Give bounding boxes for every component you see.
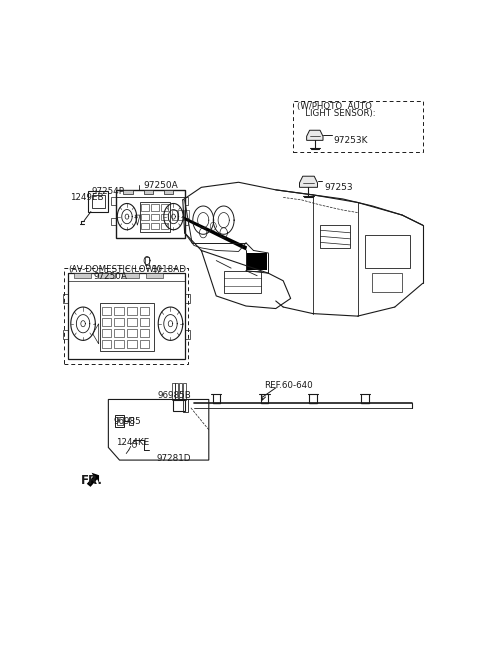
Bar bbox=[114, 340, 124, 348]
Text: 97250A: 97250A bbox=[144, 181, 179, 190]
Bar bbox=[117, 417, 123, 425]
Text: 97250A: 97250A bbox=[94, 272, 127, 281]
Bar bbox=[102, 307, 111, 315]
Text: LIGHT SENSOR):: LIGHT SENSOR): bbox=[297, 109, 376, 117]
Bar bbox=[144, 190, 153, 194]
Bar bbox=[114, 318, 124, 326]
Bar bbox=[142, 222, 149, 229]
Bar bbox=[68, 273, 185, 359]
Bar bbox=[151, 214, 158, 220]
Bar bbox=[172, 210, 177, 220]
Bar bbox=[63, 295, 68, 304]
Bar bbox=[68, 273, 185, 281]
Bar bbox=[92, 195, 105, 207]
Bar bbox=[127, 307, 137, 315]
Bar bbox=[184, 210, 189, 220]
Bar bbox=[140, 340, 149, 348]
Bar bbox=[185, 330, 190, 339]
Bar bbox=[185, 295, 190, 304]
Text: 1249EB: 1249EB bbox=[71, 194, 104, 203]
Bar bbox=[179, 383, 182, 400]
Bar bbox=[140, 307, 149, 315]
Text: 1018AD: 1018AD bbox=[151, 264, 186, 274]
Bar bbox=[145, 256, 149, 264]
Bar bbox=[127, 329, 137, 337]
Bar bbox=[365, 236, 409, 268]
Bar bbox=[88, 192, 108, 212]
Bar bbox=[151, 205, 158, 211]
Bar bbox=[102, 318, 111, 326]
Polygon shape bbox=[87, 473, 99, 487]
Text: (W/PHOTO  AUTO: (W/PHOTO AUTO bbox=[297, 102, 372, 111]
Text: 96985: 96985 bbox=[114, 417, 142, 426]
Bar bbox=[127, 318, 137, 326]
Bar bbox=[140, 329, 149, 337]
Polygon shape bbox=[184, 216, 247, 251]
Text: 97253K: 97253K bbox=[334, 136, 368, 145]
Bar bbox=[142, 214, 149, 220]
Bar bbox=[122, 273, 139, 278]
Bar bbox=[173, 400, 185, 411]
Bar bbox=[64, 268, 188, 364]
Bar bbox=[183, 400, 188, 412]
Text: 97254P: 97254P bbox=[92, 187, 125, 196]
Bar bbox=[127, 340, 137, 348]
Bar bbox=[161, 222, 168, 229]
Bar bbox=[116, 190, 185, 197]
Bar bbox=[161, 205, 168, 211]
Bar bbox=[74, 273, 91, 278]
Bar bbox=[185, 218, 188, 225]
Bar bbox=[292, 102, 423, 152]
Bar bbox=[142, 205, 149, 211]
Bar bbox=[372, 273, 402, 292]
Bar bbox=[172, 383, 175, 400]
Bar bbox=[114, 329, 124, 337]
Bar bbox=[321, 225, 350, 248]
Bar bbox=[123, 190, 132, 194]
Polygon shape bbox=[300, 176, 317, 188]
Bar bbox=[114, 307, 124, 315]
Bar bbox=[178, 210, 183, 220]
Bar bbox=[129, 417, 133, 424]
Bar bbox=[111, 218, 116, 225]
Bar bbox=[140, 203, 170, 232]
Bar bbox=[183, 383, 186, 400]
Bar bbox=[247, 253, 267, 270]
Text: 97281D: 97281D bbox=[156, 454, 191, 463]
Bar bbox=[146, 273, 163, 278]
Bar bbox=[175, 383, 178, 400]
Bar bbox=[102, 329, 111, 337]
Bar bbox=[100, 304, 154, 352]
Bar bbox=[116, 190, 185, 238]
Bar bbox=[140, 318, 149, 326]
Bar bbox=[102, 340, 111, 348]
Text: (AV-DOMESTIC(LOW)): (AV-DOMESTIC(LOW)) bbox=[68, 265, 161, 274]
Bar bbox=[115, 415, 124, 427]
Bar bbox=[151, 222, 158, 229]
Text: FR.: FR. bbox=[81, 474, 102, 487]
Bar bbox=[185, 197, 188, 205]
Text: REF.60-640: REF.60-640 bbox=[264, 381, 312, 390]
Bar bbox=[224, 271, 261, 293]
Bar bbox=[161, 214, 168, 220]
Bar bbox=[164, 190, 173, 194]
Bar bbox=[111, 197, 116, 205]
Text: 1244KE: 1244KE bbox=[116, 438, 149, 447]
Text: 96985B: 96985B bbox=[157, 391, 191, 400]
Text: 97253: 97253 bbox=[324, 183, 353, 192]
Bar bbox=[63, 330, 68, 339]
Polygon shape bbox=[307, 131, 323, 140]
Bar bbox=[98, 273, 115, 278]
